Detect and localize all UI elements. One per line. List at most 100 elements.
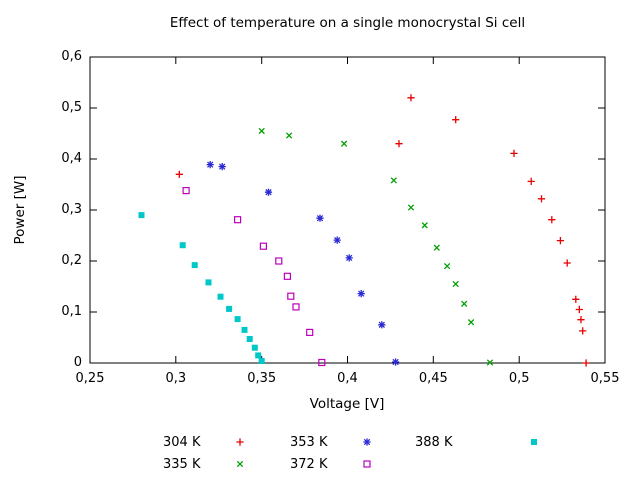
data-point-marker (316, 214, 324, 222)
data-point-marker (575, 305, 583, 314)
cross-icon (486, 359, 494, 366)
y-tick-label: 0,6 (61, 49, 82, 64)
cross-icon (467, 319, 475, 326)
filled-square-icon (241, 326, 248, 333)
data-point-marker (217, 293, 224, 300)
filled-square-icon (251, 344, 258, 351)
plus-icon (577, 316, 585, 324)
y-tick-label: 0,5 (61, 100, 82, 115)
cross-icon (452, 280, 459, 288)
data-point-marker (378, 321, 386, 329)
y-tick-label: 0 (73, 355, 82, 370)
open-square-icon (283, 272, 291, 280)
filled-square-icon (205, 279, 212, 286)
asterisk-icon (358, 290, 365, 297)
plus-icon (407, 94, 415, 102)
data-point-marker (407, 204, 415, 211)
data-point-marker (563, 259, 571, 267)
open-square-icon (259, 242, 267, 250)
asterisk-icon (392, 358, 399, 366)
x-tick-label: 0,25 (75, 371, 105, 386)
filled-square-icon (246, 336, 253, 342)
data-point-marker (452, 116, 460, 124)
data-point-marker (206, 161, 214, 169)
open-square-icon (306, 328, 314, 336)
asterisk-icon (207, 161, 214, 168)
filled-square-icon (258, 358, 265, 364)
series-304-K (175, 94, 590, 367)
cross-icon (258, 127, 265, 135)
x-axis-label: Voltage [V] (309, 396, 385, 412)
data-point-marker (264, 188, 273, 196)
data-point-marker (572, 295, 580, 303)
data-point-marker (395, 140, 403, 148)
data-point-marker (138, 212, 145, 219)
y-tick-label: 0,4 (61, 151, 82, 166)
data-point-marker (241, 326, 248, 333)
plus-icon (395, 140, 403, 148)
data-point-marker (467, 319, 475, 326)
filled-square-icon (191, 262, 198, 269)
cross-icon (340, 140, 348, 147)
cross-icon (407, 204, 415, 211)
cross-icon (433, 244, 440, 251)
data-point-marker (306, 328, 314, 336)
data-point-marker (443, 262, 451, 270)
data-point-marker (582, 359, 590, 367)
plot-border (89, 56, 606, 364)
data-point-marker (333, 236, 341, 244)
data-point-marker (259, 242, 267, 250)
plus-icon (572, 295, 580, 303)
asterisk-icon (334, 236, 341, 244)
data-point-marker (318, 358, 326, 367)
open-square-icon (234, 216, 242, 224)
plus-icon (548, 216, 556, 224)
asterisk-icon (346, 254, 353, 262)
data-point-marker (407, 94, 415, 102)
data-point-marker (556, 237, 564, 245)
plus-icon (527, 177, 535, 185)
data-point-marker (292, 303, 300, 311)
asterisk-icon (265, 189, 272, 196)
data-point-marker (548, 216, 556, 224)
cross-icon (285, 132, 293, 139)
series-335-K (258, 127, 494, 366)
data-point-marker (246, 336, 253, 342)
series-372-K (182, 187, 326, 367)
open-square-icon (182, 187, 190, 195)
filled-square-icon (217, 293, 224, 300)
plus-icon (175, 170, 183, 178)
data-point-marker (275, 257, 283, 265)
x-tick-label: 0,5 (508, 371, 530, 386)
asterisk-icon (316, 215, 324, 222)
data-point-marker (340, 140, 348, 147)
x-tick-label: 0,35 (247, 371, 277, 386)
data-point-marker (258, 127, 265, 135)
data-point-marker (258, 358, 265, 364)
cross-icon (390, 177, 397, 184)
data-point-marker (486, 359, 494, 366)
plus-icon (575, 305, 583, 314)
data-point-marker (218, 163, 226, 171)
data-point-marker (255, 352, 262, 359)
series-353-K (206, 161, 400, 366)
data-point-marker (461, 300, 468, 307)
data-point-marker (205, 279, 212, 286)
plus-icon (556, 237, 564, 245)
y-tick-label: 0,2 (61, 253, 82, 268)
plus-icon (563, 259, 571, 267)
x-tick-label: 0,3 (165, 371, 187, 386)
y-tick-label: 0,3 (61, 202, 82, 217)
data-point-marker (234, 316, 241, 323)
filled-square-icon (226, 305, 233, 312)
asterisk-icon (378, 321, 385, 328)
open-square-icon (292, 303, 300, 311)
data-point-marker (285, 132, 293, 139)
data-point-marker (179, 242, 186, 249)
data-point-marker (390, 177, 397, 184)
data-point-marker (287, 292, 295, 300)
data-point-marker (421, 222, 428, 229)
data-point-marker (537, 195, 546, 203)
